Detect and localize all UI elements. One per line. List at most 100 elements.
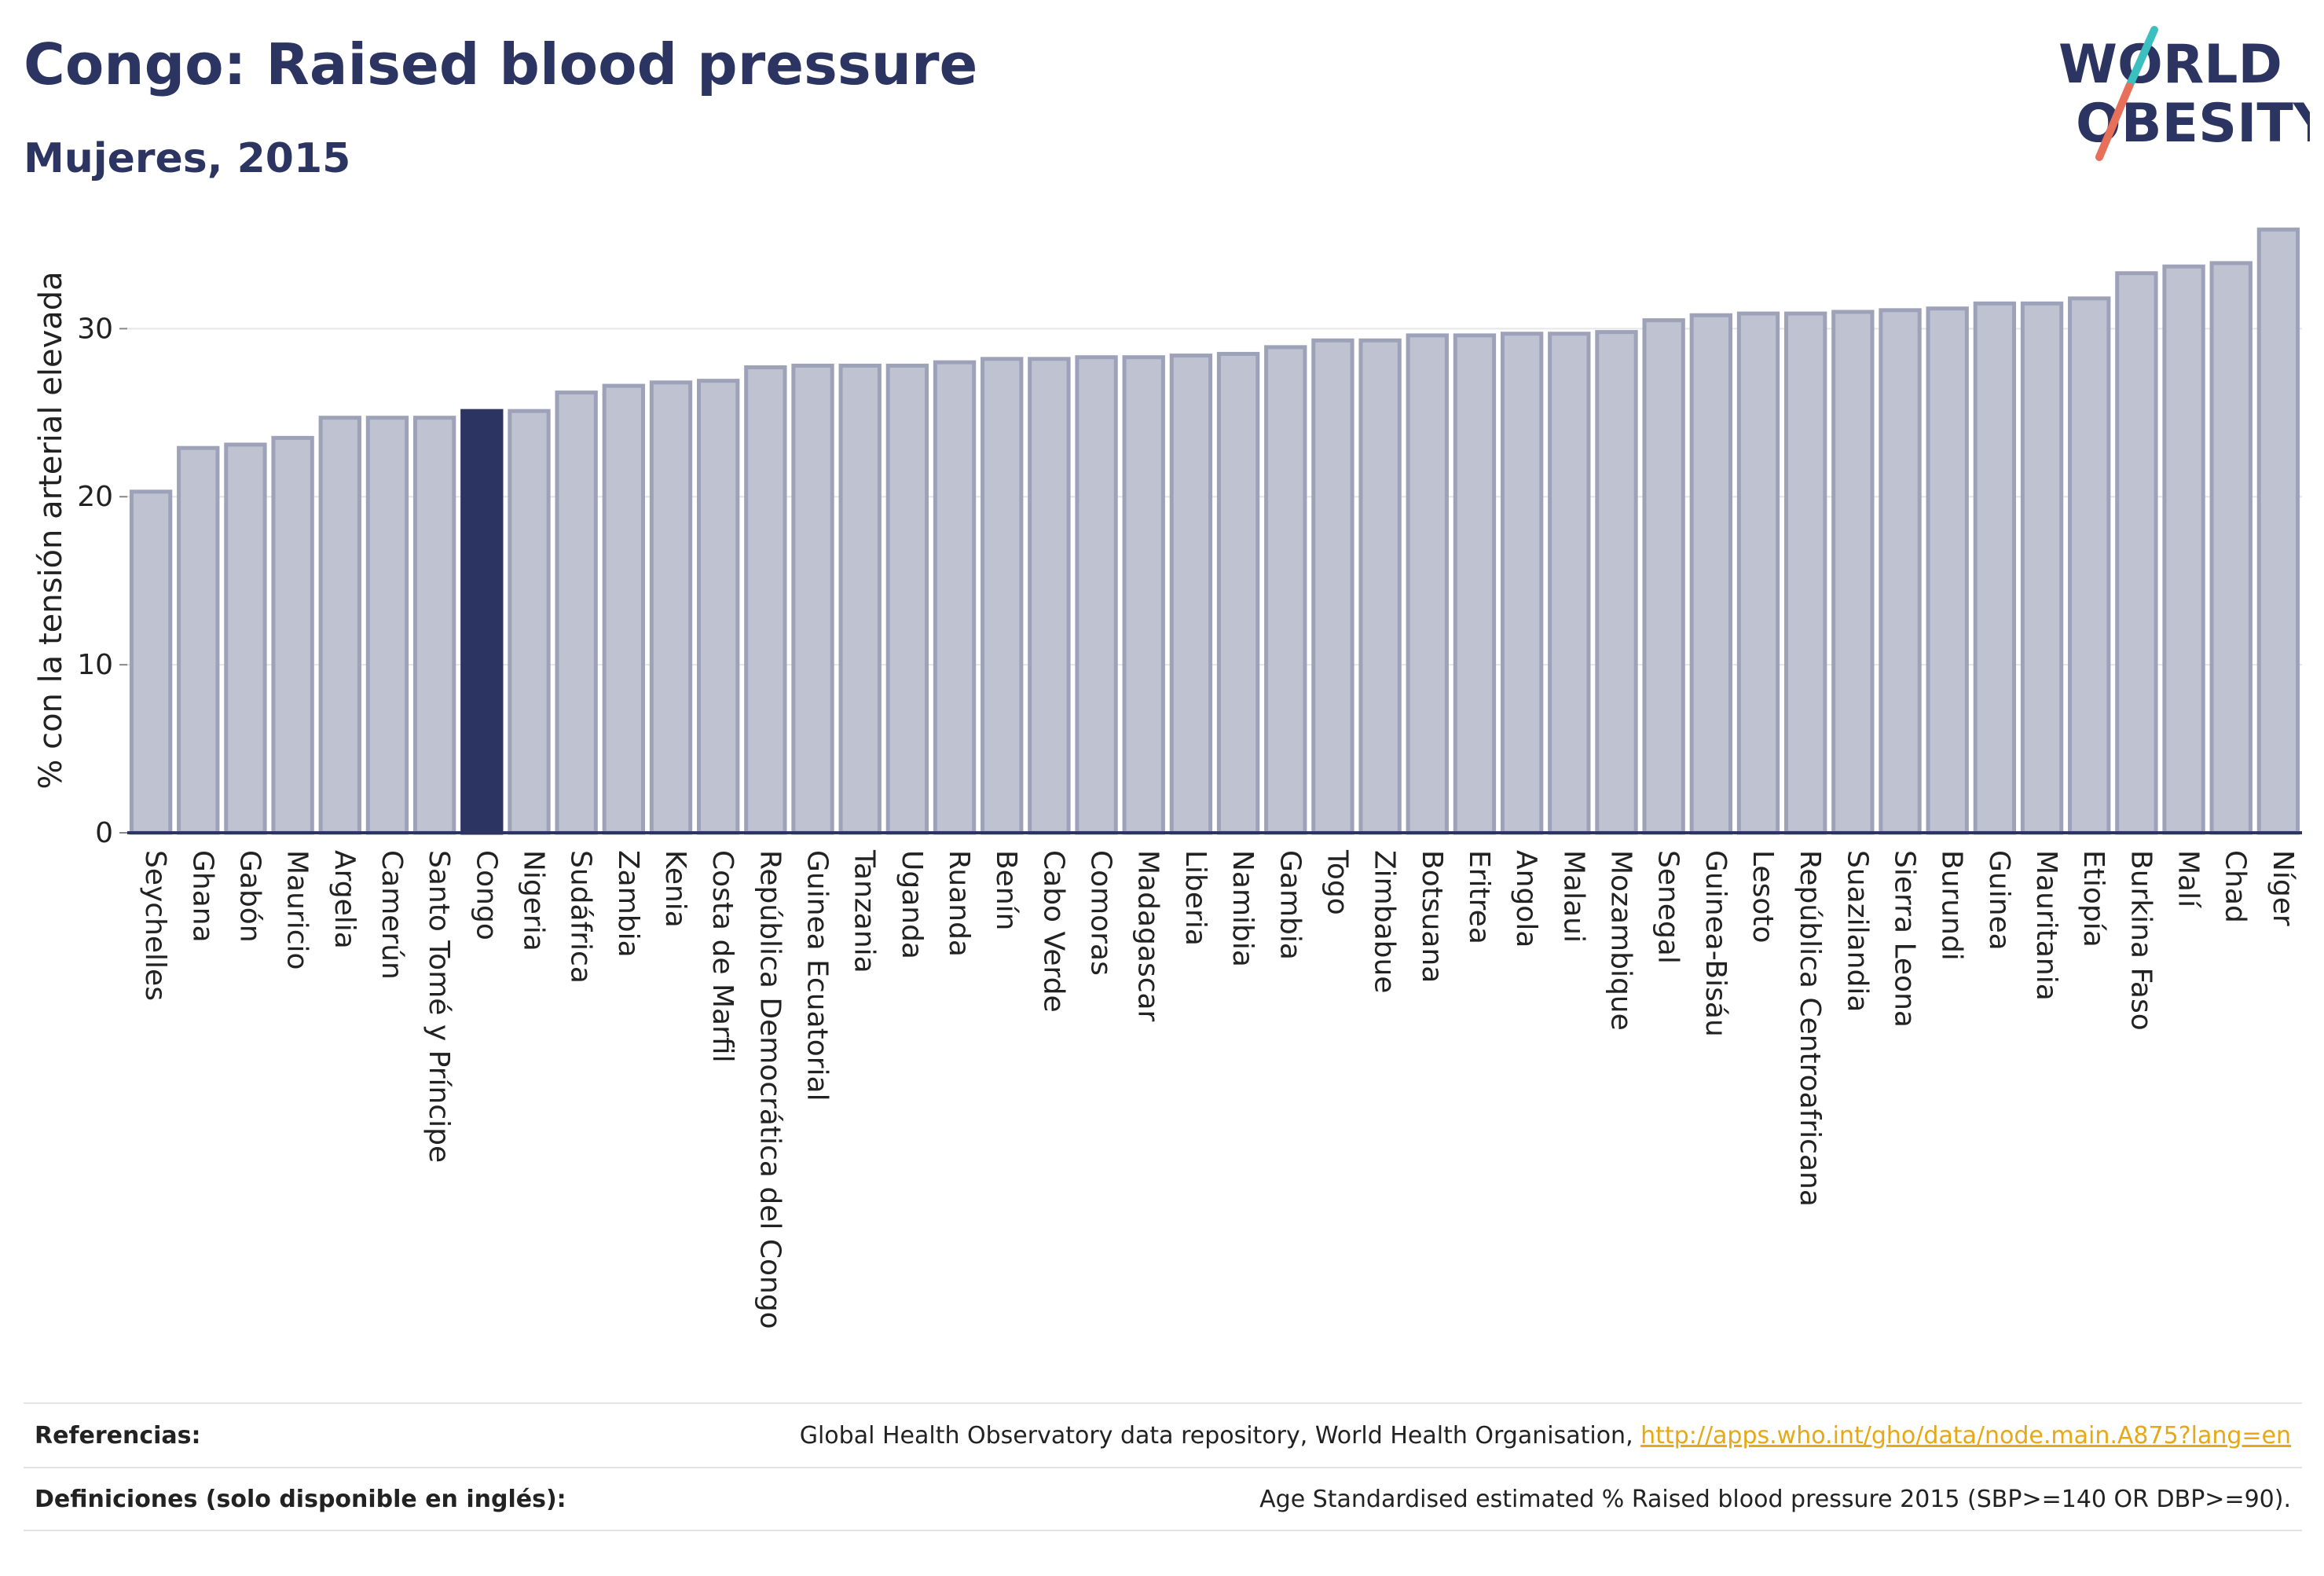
bar-burundi[interactable] (1926, 306, 1969, 835)
x-tick-label: Togo (1321, 849, 1353, 915)
bar-ghana[interactable] (177, 445, 220, 835)
bar-ruanda[interactable] (933, 360, 977, 835)
bar-kenia[interactable] (649, 380, 693, 835)
y-axis-ticks: 0 10 20 30 (77, 313, 127, 849)
bar-guinea[interactable] (1973, 301, 2017, 835)
x-tick-label: Mauritania (2030, 850, 2062, 1001)
bar-nigeria[interactable] (508, 409, 551, 835)
references-value: Global Health Observatory data repositor… (800, 1422, 2291, 1450)
logo-slash-teal (2125, 26, 2158, 90)
bar-burkina-faso[interactable] (2115, 271, 2158, 835)
chart-subtitle: Mujeres, 2015 (24, 135, 351, 182)
bar-guinea-ecuatorial[interactable] (791, 363, 834, 835)
bar-namibia[interactable] (1216, 351, 1260, 835)
references-link[interactable]: http://apps.who.int/gho/data/node.main.A… (1640, 1421, 2291, 1450)
bar-comoras[interactable] (1075, 355, 1118, 835)
x-tick-label: Sierra Leona (1889, 850, 1921, 1028)
references-label: Referencias: (35, 1421, 201, 1450)
x-tick-label: Guinea-Bisáu (1699, 850, 1732, 1037)
bar-senegal[interactable] (1642, 318, 1685, 835)
logo-slash-coral (2095, 82, 2133, 161)
x-tick-label: República Centroafricana (1794, 850, 1826, 1207)
x-tick-label: Seychelles (139, 850, 171, 1001)
definitions-label: Definiciones (solo disponible en inglés)… (35, 1485, 566, 1513)
definitions-text: Age Standardised estimated % Raised bloo… (1259, 1485, 2291, 1513)
x-tick-label: República Democrática del Congo (753, 850, 786, 1329)
x-tick-label: Mauricio (281, 850, 313, 970)
bar-república-democrática-del-congo[interactable] (744, 365, 787, 835)
bar-madagascar[interactable] (1122, 355, 1165, 835)
x-tick-label: Tanzania (849, 849, 881, 973)
x-tick-label: Comoras (1085, 850, 1117, 976)
bar-santo-tomé-y-príncipe[interactable] (412, 416, 456, 835)
bar-angola[interactable] (1500, 332, 1544, 835)
bar-seychelles[interactable] (129, 489, 173, 835)
bar-congo[interactable] (460, 409, 504, 835)
x-tick-label: Burkina Faso (2124, 850, 2157, 1031)
x-tick-label: Guinea (1983, 850, 2015, 951)
x-tick-label: Níger (2267, 850, 2299, 926)
bars (129, 227, 2300, 835)
x-tick-label: Ruanda (943, 850, 975, 957)
x-tick-label: Congo (470, 850, 502, 940)
x-tick-label: Kenia (659, 850, 691, 928)
x-tick-label: Argelia (328, 850, 361, 949)
x-tick-label: Costa de Marfil (706, 850, 739, 1063)
bar-malaui[interactable] (1548, 332, 1591, 835)
bar-zimbabue[interactable] (1358, 338, 1402, 835)
x-tick-label: Sudáfrica (565, 850, 597, 984)
y-tick-label: 0 (95, 817, 113, 849)
bar-liberia[interactable] (1169, 354, 1213, 835)
x-tick-label: Chad (2220, 850, 2252, 923)
bar-lesoto[interactable] (1736, 311, 1780, 835)
bar-cabo-verde[interactable] (1028, 357, 1071, 835)
x-tick-label: Lesoto (1747, 850, 1779, 944)
footer-definitions-row: Definiciones (solo disponible en inglés)… (24, 1467, 2302, 1531)
bar-guinea-bisáu[interactable] (1689, 313, 1732, 835)
bar-zambia[interactable] (602, 383, 645, 835)
bar-gabón[interactable] (224, 442, 267, 835)
bar-suazilandia[interactable] (1831, 310, 1875, 835)
bar-sudáfrica[interactable] (555, 390, 598, 835)
bar-tanzania[interactable] (838, 363, 882, 835)
x-tick-label: Benín (990, 850, 1022, 930)
bar-camerún[interactable] (365, 416, 409, 835)
y-tick-label: 30 (77, 313, 113, 345)
bar-uganda[interactable] (885, 363, 929, 835)
x-tick-label: Uganda (896, 850, 928, 959)
x-axis-labels: Seychelles Ghana Gabón Mauricio Argelia Camer… (139, 849, 2299, 1329)
y-axis-title: % con la tensión arterial elevada (33, 271, 69, 789)
bar-malí[interactable] (2162, 264, 2205, 835)
bar-eritrea[interactable] (1453, 333, 1497, 835)
logo-line1: WORLD (2058, 34, 2282, 96)
x-tick-label: Etiopía (2077, 850, 2110, 947)
bar-mauritania[interactable] (2020, 301, 2064, 835)
y-tick-label: 20 (77, 481, 113, 513)
x-tick-label: Gabón (233, 850, 266, 943)
footer: Referencias: Global Health Observatory d… (24, 1402, 2302, 1531)
bar-níger[interactable] (2256, 227, 2300, 835)
x-tick-label: Burundi (1936, 850, 1968, 961)
bar-botsuana[interactable] (1406, 333, 1449, 835)
x-tick-label: Mozambique (1604, 850, 1637, 1031)
bar-argelia[interactable] (318, 416, 361, 835)
x-tick-label: Malí (2172, 850, 2205, 908)
bar-benín[interactable] (981, 357, 1024, 835)
x-tick-label: Santo Tomé y Príncipe (423, 850, 455, 1163)
x-tick-label: Angola (1510, 850, 1542, 947)
bar-costa-de-marfil[interactable] (697, 379, 740, 835)
x-tick-label: Namibia (1226, 850, 1259, 967)
bar-gambia[interactable] (1264, 345, 1307, 835)
bar-mauricio[interactable] (271, 435, 314, 835)
bar-mozambique[interactable] (1595, 330, 1638, 835)
x-tick-label: Liberia (1179, 850, 1211, 946)
bar-etiopía[interactable] (2068, 296, 2111, 835)
bar-república-centroafricana[interactable] (1784, 311, 1827, 835)
x-tick-label: Zimbabue (1369, 850, 1401, 993)
x-tick-label: Madagascar (1132, 850, 1164, 1022)
bar-chad[interactable] (2209, 261, 2253, 835)
bar-sierra-leona[interactable] (1879, 308, 1922, 835)
x-tick-label: Senegal (1652, 850, 1684, 964)
bar-togo[interactable] (1311, 338, 1354, 835)
x-tick-label: Cabo Verde (1037, 850, 1069, 1013)
